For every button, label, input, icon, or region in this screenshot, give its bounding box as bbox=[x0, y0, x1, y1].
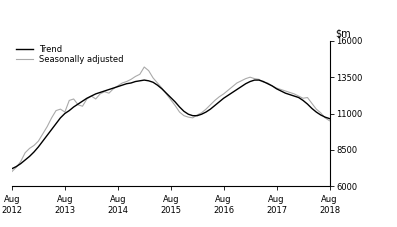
Text: $m: $m bbox=[335, 28, 351, 38]
Legend: Trend, Seasonally adjusted: Trend, Seasonally adjusted bbox=[16, 45, 124, 64]
